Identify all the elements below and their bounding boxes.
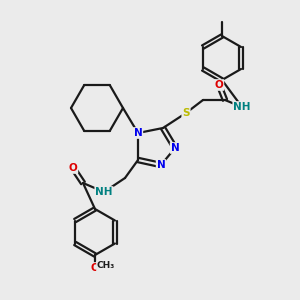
- Text: N: N: [171, 143, 179, 153]
- Text: O: O: [91, 263, 99, 273]
- Text: S: S: [182, 108, 190, 118]
- Text: N: N: [134, 128, 142, 138]
- Text: CH₃: CH₃: [97, 262, 115, 271]
- Text: N: N: [157, 160, 165, 170]
- Text: O: O: [214, 80, 224, 90]
- Text: O: O: [69, 163, 77, 173]
- Text: NH: NH: [233, 102, 251, 112]
- Text: NH: NH: [95, 187, 113, 197]
